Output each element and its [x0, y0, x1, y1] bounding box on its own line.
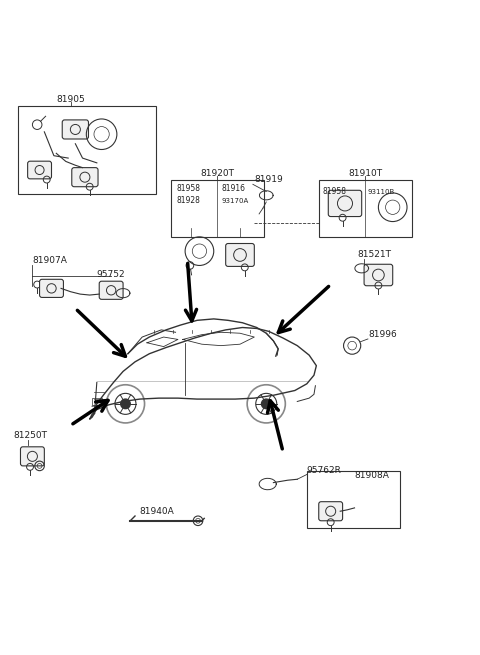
Text: 81521T: 81521T	[357, 250, 391, 259]
Bar	[319, 179, 412, 237]
FancyBboxPatch shape	[39, 279, 63, 297]
Text: 81908A: 81908A	[355, 471, 389, 480]
Text: 93170A: 93170A	[221, 198, 248, 204]
Text: 81919: 81919	[254, 175, 283, 184]
FancyBboxPatch shape	[72, 168, 98, 187]
FancyBboxPatch shape	[226, 244, 254, 267]
Bar	[307, 471, 400, 528]
Text: 81250T: 81250T	[13, 431, 48, 440]
Text: 81916: 81916	[221, 185, 245, 193]
FancyBboxPatch shape	[364, 264, 393, 286]
FancyBboxPatch shape	[62, 120, 88, 139]
Text: 81905: 81905	[56, 95, 85, 103]
FancyBboxPatch shape	[21, 447, 44, 466]
FancyBboxPatch shape	[99, 281, 123, 299]
Text: 81958: 81958	[177, 185, 201, 193]
FancyBboxPatch shape	[28, 161, 51, 179]
Bar	[92, 398, 102, 405]
Text: 81907A: 81907A	[33, 256, 67, 265]
Text: 93110B: 93110B	[368, 189, 395, 195]
Text: 95752: 95752	[97, 270, 125, 279]
Bar	[18, 105, 156, 194]
Text: 81996: 81996	[369, 330, 397, 339]
Text: 81958: 81958	[323, 187, 347, 196]
Text: 81940A: 81940A	[140, 506, 175, 515]
Circle shape	[120, 399, 130, 409]
Text: 81920T: 81920T	[200, 169, 234, 178]
Text: 95762R: 95762R	[307, 466, 342, 475]
Circle shape	[262, 399, 271, 409]
Text: 81910T: 81910T	[348, 169, 383, 178]
Bar	[171, 179, 264, 237]
FancyBboxPatch shape	[328, 191, 362, 217]
Text: 81928: 81928	[177, 196, 201, 206]
FancyBboxPatch shape	[319, 502, 343, 521]
